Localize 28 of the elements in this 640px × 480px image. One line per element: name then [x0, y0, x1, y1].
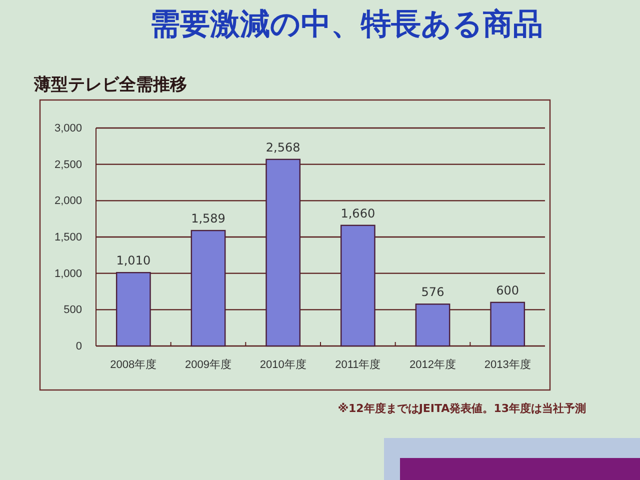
- y-tick-label: 1,000: [54, 268, 82, 280]
- y-tick-label: 500: [64, 304, 82, 316]
- x-tick-label: 2010年度: [260, 358, 306, 371]
- data-label: 600: [496, 283, 520, 298]
- data-label: 1,660: [340, 206, 376, 220]
- y-tick-label: 1,500: [54, 232, 82, 244]
- chart-title: 需要激減の中、特長ある商品: [150, 7, 543, 42]
- bar: [190, 230, 226, 347]
- data-label: 576: [421, 285, 444, 300]
- bar: [340, 224, 376, 347]
- y-tick-label: 0: [76, 340, 82, 353]
- text: ※12年度まではJEITA発表値。13年度は当社予測: [338, 402, 586, 415]
- x-tick-label: 2012年度: [410, 358, 456, 371]
- data-label: 1,010: [116, 254, 151, 268]
- y-tick-label: 2,500: [54, 158, 82, 171]
- y-tick-label: 3,000: [54, 122, 82, 135]
- x-tick-label: 2013年度: [484, 358, 531, 371]
- x-tick-label: 2011年度: [335, 358, 381, 371]
- data-label: 2,568: [266, 140, 300, 154]
- bar: [415, 304, 450, 347]
- bar: [116, 272, 151, 347]
- data-label: 1,589: [191, 212, 226, 226]
- bar: [266, 158, 301, 347]
- chart-subtitle: 薄型テレビ全需推移: [33, 75, 187, 95]
- x-tick-label: 2008年度: [110, 358, 157, 371]
- y-tick-label: 2,000: [54, 195, 82, 208]
- x-tick-label: 2009年度: [185, 358, 232, 371]
- bar: [490, 302, 526, 347]
